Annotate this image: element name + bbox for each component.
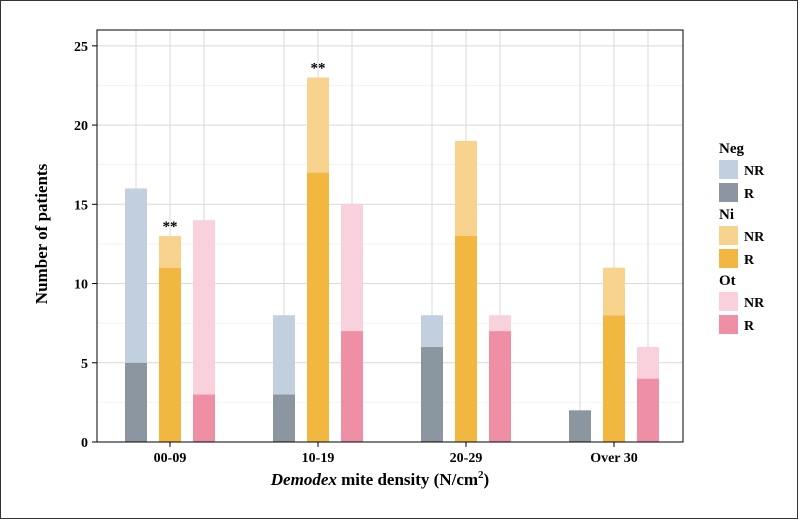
bar-ni-r — [603, 315, 625, 442]
legend-title: Ni — [719, 207, 734, 223]
bar-ni-r — [307, 172, 329, 442]
x-axis-label-close: ) — [484, 470, 490, 489]
x-axis-label-italic: Demodex — [270, 470, 338, 489]
y-axis-label: Number of patients — [32, 163, 51, 304]
legend-label: NR — [744, 296, 765, 311]
legend-title: Neg — [719, 141, 744, 157]
bar-neg-nr — [125, 188, 147, 363]
legend-swatch — [719, 249, 738, 268]
y-axis-ticks: 0 5 10 15 20 25 — [74, 40, 97, 451]
bar-ni-nr — [159, 236, 181, 268]
x-tick-label: 00-09 — [154, 451, 187, 466]
bar-ni-r — [455, 236, 477, 442]
bars — [125, 77, 659, 442]
legend-label: NR — [744, 164, 765, 179]
bar-ni-r — [159, 267, 181, 442]
x-tick-label: Over 30 — [590, 451, 638, 466]
legend-label: R — [744, 253, 755, 268]
grid-lines — [97, 30, 683, 443]
bar-ot-nr — [489, 315, 511, 332]
legend-label: R — [744, 187, 755, 202]
x-tick-label: 10-19 — [302, 451, 335, 466]
y-tick-label: 15 — [74, 198, 88, 213]
significance-annotation: ** — [163, 219, 178, 235]
bar-neg-r — [569, 410, 591, 442]
legend-swatch — [719, 160, 738, 179]
bar-ni-nr — [307, 77, 329, 173]
legend-swatch — [719, 315, 738, 334]
y-tick-label: 0 — [81, 436, 88, 451]
plot-border — [96, 29, 684, 443]
y-tick-label: 10 — [74, 278, 88, 293]
bar-ni-nr — [455, 140, 477, 236]
x-axis-label-superscript: 2 — [478, 469, 484, 481]
significance-annotations: ** ** — [163, 61, 326, 235]
bar-ot-r — [341, 331, 363, 442]
y-tick-label: 20 — [74, 119, 88, 134]
bar-ot-nr — [341, 204, 363, 332]
bar-ot-r — [193, 394, 215, 442]
legend-swatch — [719, 183, 738, 202]
legend-label: NR — [744, 230, 765, 245]
x-axis-label: Demodex mite density (N/cm2) — [270, 469, 489, 489]
y-tick-label: 5 — [81, 357, 88, 372]
bar-ot-r — [637, 378, 659, 442]
legend-title: Ot — [719, 273, 736, 289]
bar-neg-nr — [273, 315, 295, 395]
bar-neg-r — [421, 346, 443, 442]
legend-swatch — [719, 226, 738, 245]
y-tick-label: 25 — [74, 40, 88, 55]
x-axis-ticks: 00-09 10-19 20-29 Over 30 — [154, 442, 638, 466]
bar-ni-nr — [603, 267, 625, 316]
significance-annotation: ** — [311, 61, 326, 77]
bar-ot-nr — [193, 220, 215, 395]
bar-ot-r — [489, 331, 511, 442]
x-tick-label: 20-29 — [450, 451, 483, 466]
legend-label: R — [744, 319, 755, 334]
x-axis-label-main: mite density (N/cm — [337, 470, 478, 489]
bar-neg-r — [125, 362, 147, 442]
legend-swatch — [719, 292, 738, 311]
bar-neg-nr — [421, 315, 443, 347]
bar-neg-r — [273, 394, 295, 442]
bar-ot-nr — [637, 346, 659, 379]
